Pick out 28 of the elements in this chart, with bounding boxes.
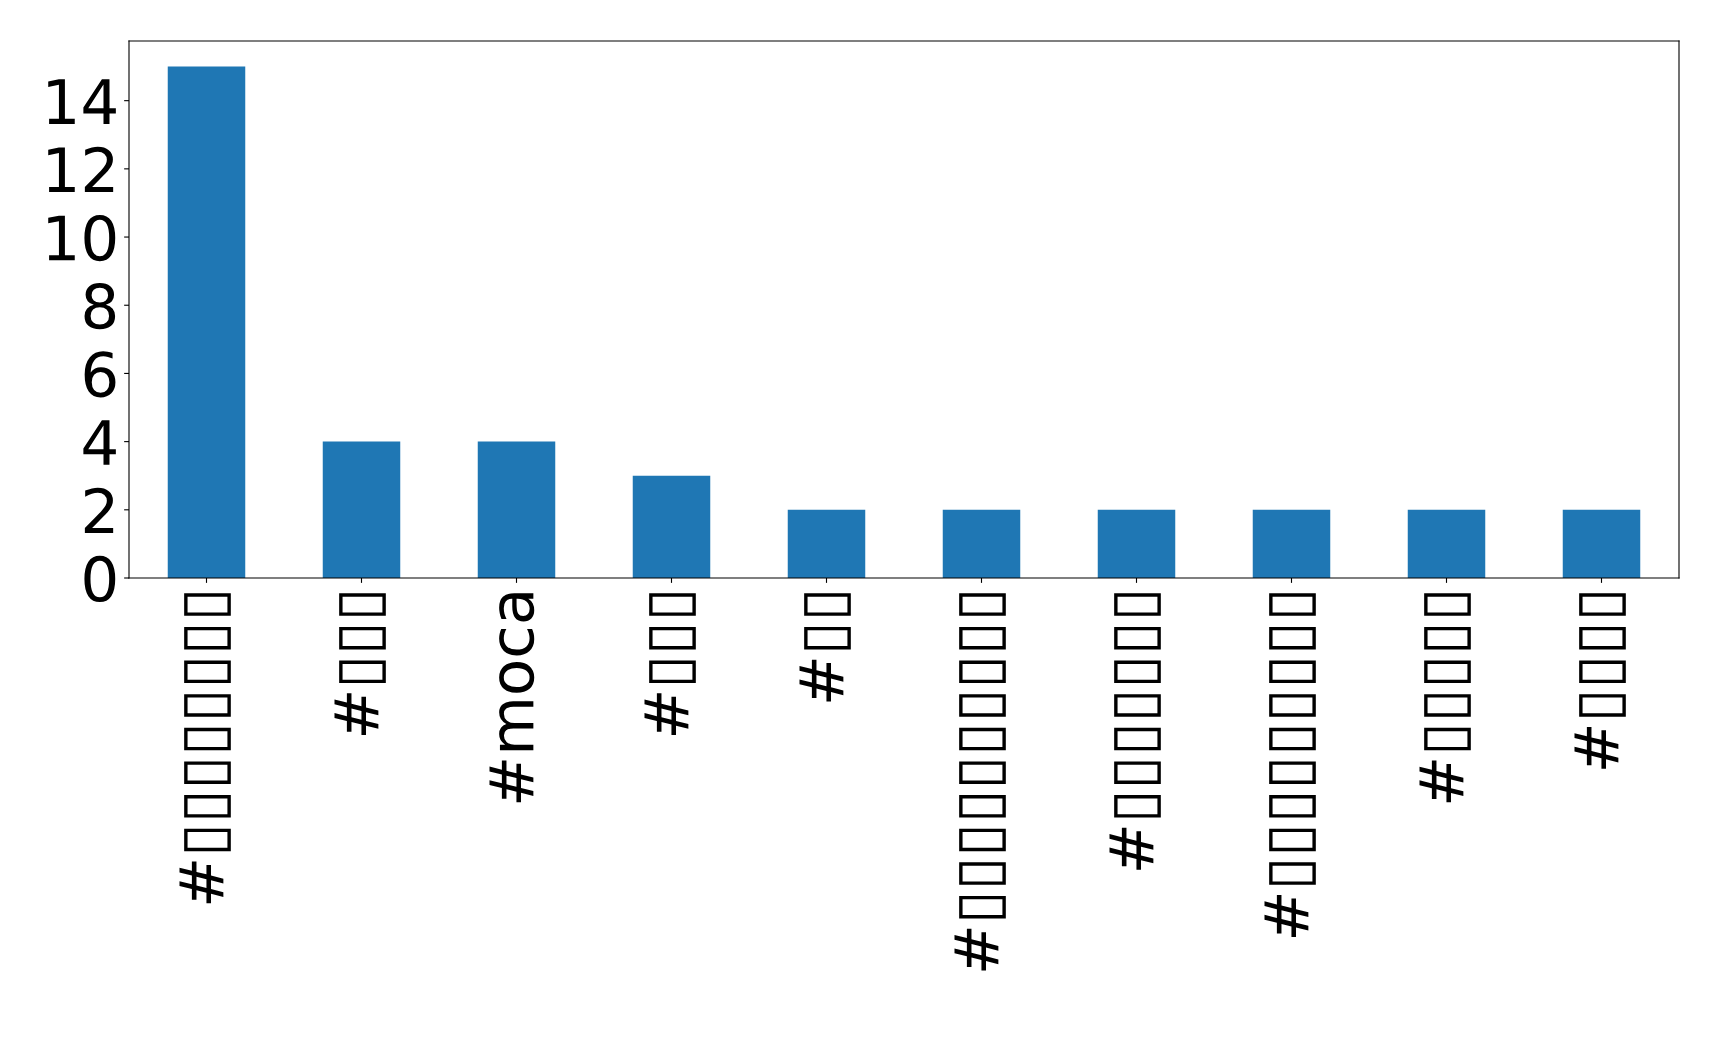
y-tick-label: 10	[48, 214, 116, 262]
y-tick-label: 2	[84, 487, 114, 534]
bar	[632, 475, 711, 578]
x-tick-label: #▯▯▯	[644, 593, 696, 736]
x-tick-label: #▯▯▯	[334, 593, 386, 736]
y-tick-label: 6	[84, 351, 116, 398]
x-tick-label: #▯▯▯▯▯▯▯▯▯▯	[954, 593, 1006, 971]
bar	[167, 66, 246, 578]
y-tick-label: 8	[84, 283, 116, 330]
x-tick-label: #moca	[489, 593, 535, 803]
y-tick-label: 14	[48, 79, 116, 124]
x-tick-label: #▯▯	[799, 593, 851, 702]
bar	[1407, 509, 1486, 578]
x-tick-label: #▯▯▯▯▯▯▯▯▯	[1264, 593, 1316, 937]
y-tick-label: 0	[84, 555, 116, 603]
x-tick-label: #▯▯▯▯▯▯▯	[1109, 593, 1161, 870]
bar	[787, 509, 866, 578]
bar	[477, 441, 556, 578]
bar	[942, 509, 1021, 578]
y-tick-label: 4	[83, 420, 116, 465]
x-tick-label: #▯▯▯▯	[1574, 593, 1626, 769]
x-tick-label: #▯▯▯▯▯▯▯▯	[179, 593, 231, 904]
bar	[1252, 509, 1331, 578]
bar	[1562, 509, 1641, 578]
bar	[322, 441, 401, 578]
y-tick-label: 12	[48, 146, 114, 193]
bar	[1097, 509, 1176, 578]
x-tick-label: #▯▯▯▯▯	[1419, 593, 1471, 803]
